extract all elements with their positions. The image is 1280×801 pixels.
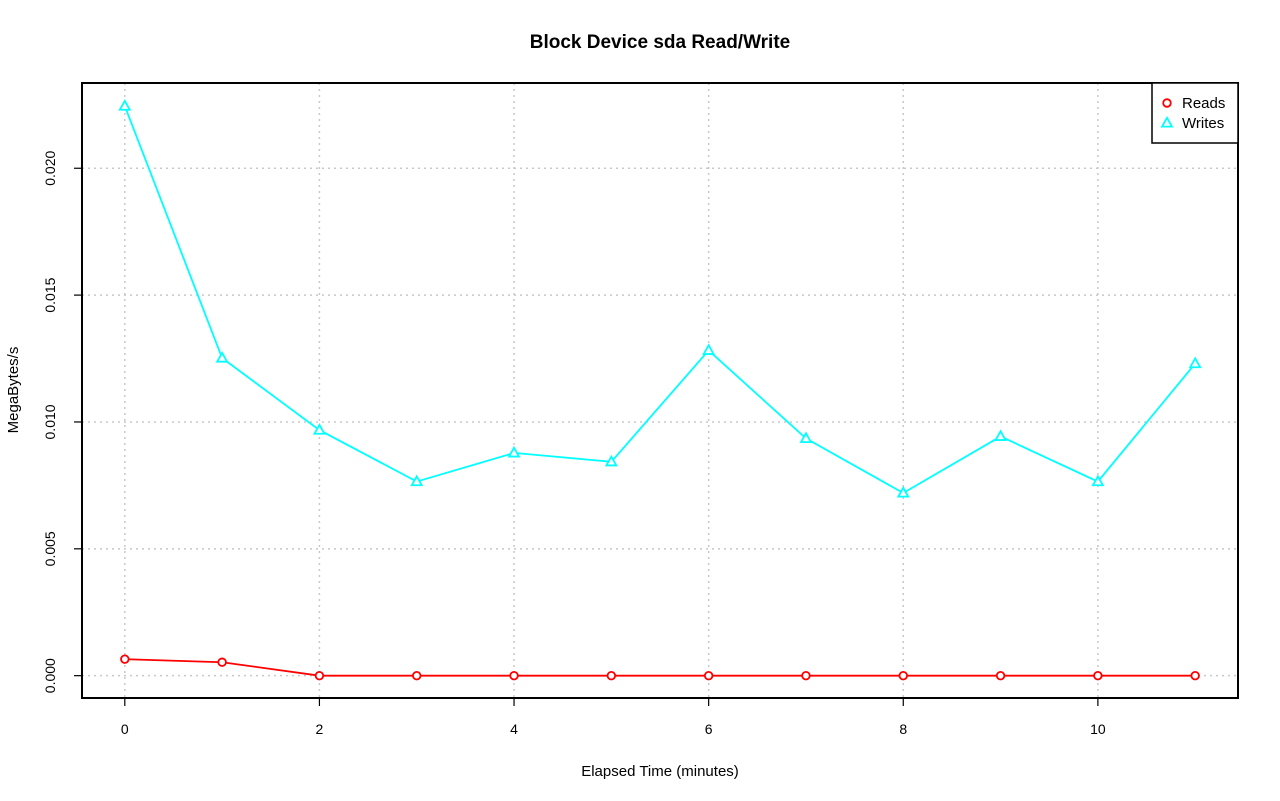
data-point — [995, 670, 1006, 681]
data-point — [801, 670, 811, 681]
data-point — [702, 343, 716, 355]
y-tick-label: 0.000 — [42, 658, 58, 693]
x-tick-label: 8 — [899, 721, 907, 737]
data-point — [994, 429, 1008, 441]
grid-layer — [82, 83, 1238, 698]
y-tick-label: 0.010 — [42, 404, 58, 439]
series-line — [124, 658, 1196, 677]
data-point — [604, 454, 618, 467]
x-tick-label: 2 — [316, 721, 324, 737]
data-point — [703, 670, 714, 681]
y-tick-label: 0.005 — [42, 531, 58, 566]
data-point — [1091, 474, 1105, 487]
legend-box — [1151, 82, 1239, 144]
y-tick-label: 0.015 — [42, 277, 58, 312]
y-axis-label: MegaBytes/s — [5, 347, 22, 434]
x-tick-label: 10 — [1090, 721, 1106, 737]
legend-label: Reads — [1182, 95, 1225, 112]
data-point — [896, 485, 910, 498]
x-axis-label: Elapsed Time (minutes) — [581, 763, 739, 780]
data-point — [606, 670, 617, 681]
data-point — [314, 670, 325, 681]
series-writes — [118, 99, 1202, 498]
series-layer — [118, 99, 1202, 681]
data-point — [1093, 670, 1103, 681]
data-point — [412, 670, 422, 681]
data-point — [1188, 356, 1202, 369]
chart-title: Block Device sda Read/Write — [530, 32, 790, 53]
data-point — [312, 423, 326, 435]
data-point — [507, 445, 521, 458]
legend: Reads Writes — [1151, 82, 1239, 144]
data-point — [509, 670, 519, 681]
data-point — [898, 670, 908, 681]
data-point — [799, 431, 813, 443]
legend-marker — [1160, 115, 1174, 128]
data-point — [215, 350, 229, 363]
x-axis: 0 2 4 6 8 10 — [121, 698, 1106, 737]
plot-frame — [81, 82, 1239, 699]
x-tick-label: 4 — [510, 721, 518, 737]
legend-marker — [1162, 98, 1172, 108]
data-point — [118, 99, 132, 111]
series-reads — [120, 654, 1200, 681]
data-point — [410, 474, 424, 487]
data-point — [1190, 670, 1200, 681]
y-axis: 0.000 0.005 0.010 0.015 0.020 — [42, 151, 82, 693]
y-tick-label: 0.020 — [42, 151, 58, 186]
legend-label: Writes — [1182, 115, 1224, 132]
data-point — [120, 654, 130, 664]
data-point — [217, 657, 227, 667]
x-tick-label: 0 — [121, 721, 129, 737]
x-tick-label: 6 — [705, 721, 713, 737]
series-line — [123, 105, 1196, 495]
